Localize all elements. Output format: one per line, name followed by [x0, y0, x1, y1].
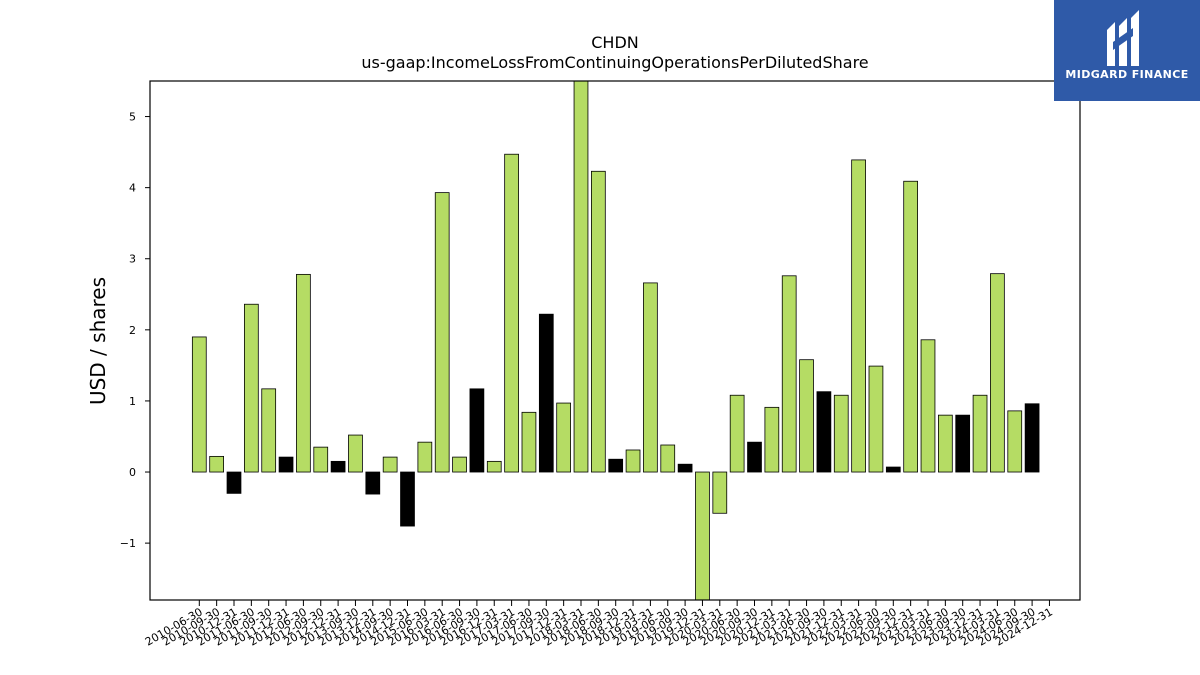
bar — [729, 394, 745, 473]
bar — [538, 313, 554, 473]
bar — [209, 455, 224, 473]
bar — [1024, 403, 1040, 473]
bar — [191, 336, 207, 473]
bar — [799, 359, 814, 473]
bar — [781, 275, 797, 473]
bar — [747, 441, 762, 473]
y-axis-label: USD / shares — [86, 277, 110, 405]
plot-frame — [149, 80, 1081, 601]
bar — [643, 282, 658, 473]
brand-name: MIDGARD FINANCE — [1065, 68, 1189, 81]
y-tick-label: 4 — [129, 182, 136, 195]
bar — [226, 471, 242, 494]
bar — [885, 466, 901, 473]
bar — [382, 456, 398, 473]
bar — [521, 411, 537, 473]
bar — [400, 471, 415, 527]
bar — [990, 273, 1005, 473]
bar — [938, 414, 953, 473]
bar — [348, 434, 363, 473]
bars-group — [191, 80, 1040, 601]
bar — [816, 391, 832, 473]
bar — [677, 463, 693, 473]
bar — [868, 365, 884, 473]
y-tick-label: 5 — [129, 111, 136, 124]
bar — [903, 180, 919, 473]
y-tick-label: 0 — [129, 466, 136, 479]
bar — [556, 402, 572, 473]
y-tick-label: 3 — [129, 253, 136, 266]
bar — [1007, 410, 1023, 473]
bar — [573, 80, 589, 473]
bar — [261, 388, 277, 473]
bar — [972, 394, 988, 473]
bar — [712, 471, 728, 514]
bar — [660, 444, 676, 473]
brand-logo: MIDGARD FINANCE — [1054, 0, 1200, 101]
bar — [764, 406, 780, 473]
bar — [955, 414, 971, 473]
bar — [434, 192, 450, 473]
bar — [695, 471, 710, 601]
bar — [365, 471, 381, 495]
bar — [486, 460, 502, 473]
bar — [591, 170, 606, 473]
bar — [625, 449, 641, 473]
y-tick-label: −1 — [120, 537, 136, 550]
bar — [313, 446, 329, 473]
bar — [608, 458, 624, 473]
bar — [330, 460, 346, 473]
bar — [833, 394, 849, 473]
bar — [851, 159, 866, 473]
bar — [504, 153, 519, 473]
brand-mark-icon — [1107, 10, 1139, 66]
chart-subtitle: us-gaap:IncomeLossFromContinuingOperatio… — [361, 53, 868, 72]
bar — [452, 456, 467, 473]
bar — [278, 456, 294, 473]
bar — [920, 339, 936, 473]
y-axis-ticks: −1 0 1 2 3 4 5 — [120, 111, 150, 550]
x-axis-ticks: 2010-06-302010-09-302010-12-312011-06-30… — [143, 600, 1055, 649]
y-tick-label: 1 — [129, 395, 136, 408]
bar — [296, 273, 311, 473]
bar — [417, 441, 433, 473]
y-tick-label: 2 — [129, 324, 136, 337]
chart-title: CHDN — [591, 33, 639, 52]
bar — [469, 388, 485, 473]
bar — [243, 303, 259, 473]
